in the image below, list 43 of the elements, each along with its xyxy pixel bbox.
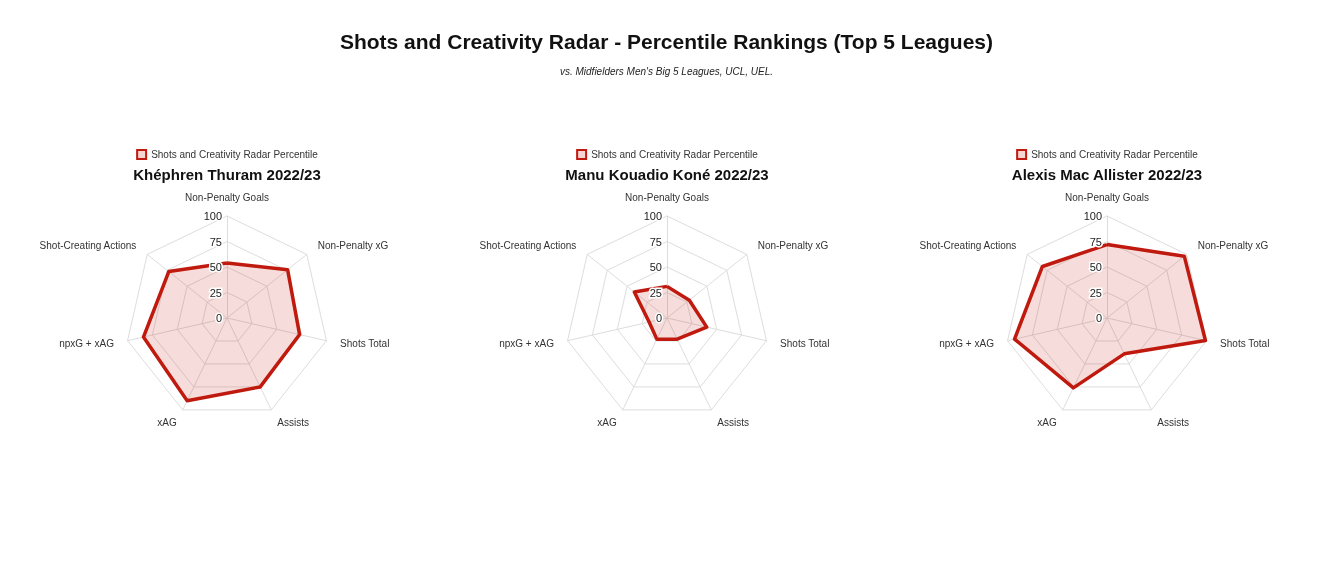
text: Alexis Mac Allister 2022/23 — [1011, 166, 1202, 183]
legend-label: Shots and Creativity Radar Percentile — [150, 149, 318, 160]
y-tick-label: 50 — [1089, 261, 1102, 273]
text: Khéphren Thuram 2022/23 — [132, 166, 321, 183]
spoke-label: Shots Total — [1219, 338, 1269, 350]
y-tick-label: 25 — [649, 286, 662, 299]
spoke-label: Non-Penalty Goals — [624, 191, 709, 203]
spoke-label: xAG — [596, 417, 617, 429]
y-tick-label: 100 — [203, 210, 222, 222]
y-tick-label: 0 — [655, 312, 662, 324]
text: vs. Midfielders Men's Big 5 Leagues, UCL, UEL. — [558, 65, 775, 77]
legend-label: Shots and Creativity Radar Percentile — [590, 149, 758, 160]
spoke-label: Shots Total — [779, 338, 829, 350]
spoke-label: Assists — [276, 417, 309, 429]
spoke-label: xAG — [1036, 417, 1057, 429]
spoke-label: Non-Penalty Goals — [1064, 191, 1149, 203]
text: Shots and Creativity Radar - Percentile Rankings (Top 5 Leagues) — [338, 29, 995, 54]
spoke-label: Shot-Creating Actions — [919, 240, 1016, 252]
spoke-label: Non-Penalty xG — [757, 240, 828, 252]
spoke-label: npxG + xAG — [938, 338, 994, 350]
spoke-label: Non-Penalty xG — [1197, 240, 1268, 252]
y-tick-label: 75 — [649, 235, 662, 248]
spoke-label: Shot-Creating Actions — [479, 240, 576, 252]
y-tick-label: 75 — [1089, 235, 1102, 248]
y-tick-label: 75 — [209, 235, 222, 248]
text: Manu Kouadio Koné 2022/23 — [564, 166, 769, 183]
y-tick-label: 50 — [649, 261, 662, 273]
y-tick-label: 25 — [1089, 286, 1102, 299]
spoke-label: npxG + xAG — [498, 338, 554, 350]
spoke-label: Shot-Creating Actions — [39, 240, 136, 252]
y-tick-label: 100 — [1083, 210, 1102, 222]
legend-label: Shots and Creativity Radar Percentile — [1030, 149, 1198, 160]
spoke-label: Non-Penalty xG — [317, 240, 388, 252]
spoke-label: Non-Penalty Goals — [184, 191, 269, 203]
spoke-label: xAG — [156, 417, 177, 429]
spoke-label: npxG + xAG — [58, 338, 114, 350]
spoke-label: Shots Total — [339, 338, 389, 350]
spoke-label: Assists — [716, 417, 749, 429]
y-tick-label: 100 — [643, 210, 662, 222]
y-tick-label: 0 — [1095, 312, 1102, 324]
spoke-label: Assists — [1156, 417, 1189, 429]
y-tick-label: 0 — [215, 312, 222, 324]
y-tick-label: 25 — [209, 286, 222, 299]
